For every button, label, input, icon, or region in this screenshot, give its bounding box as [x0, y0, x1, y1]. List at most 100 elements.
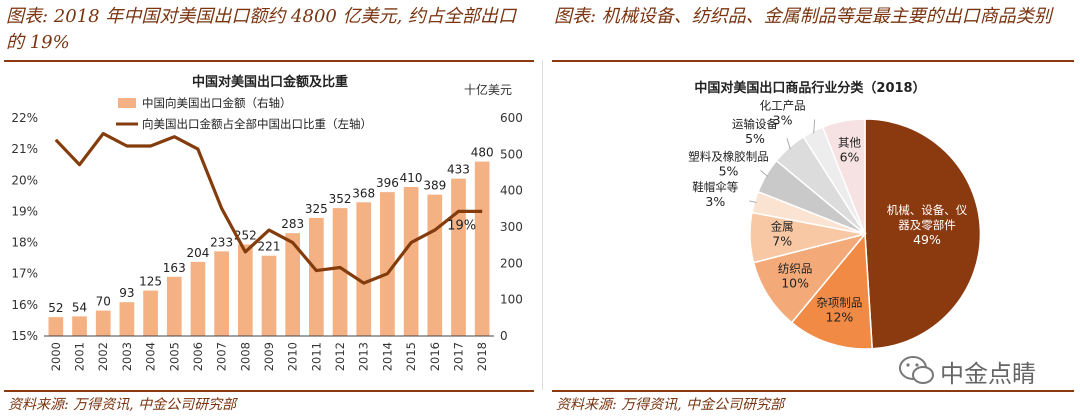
pie-leader-line: [760, 169, 768, 177]
legend-bar-label: 中国向美国出口金额（右轴）: [142, 96, 292, 110]
pie-slice-label: 塑料及橡胶制品: [688, 149, 769, 163]
x-tick-label: 2012: [333, 342, 347, 371]
bar-value-label: 480: [471, 146, 494, 160]
bar-value-label: 433: [447, 163, 470, 177]
bar-value-label: 221: [258, 240, 281, 254]
left-panel: 图表: 2018 年中国对美国出口额约 4800 亿美元, 约占全部出口的 19…: [4, 6, 534, 413]
pie-slice-value: 3%: [773, 113, 793, 128]
right-tick-label: 500: [500, 147, 523, 161]
bar-value-label: 125: [139, 275, 162, 289]
bar-value-label: 233: [210, 235, 233, 249]
pie-slice-value: 10%: [781, 275, 809, 290]
right-source: 资料来源: 万得资讯, 中金公司研究部: [556, 397, 785, 413]
x-tick-label: 2016: [428, 342, 442, 371]
bar-value-label: 70: [96, 295, 111, 309]
pie-slice-label: 金属: [771, 220, 794, 234]
pie-slice-value: 3%: [705, 194, 725, 209]
bar: [214, 251, 229, 336]
bar-value-label: 368: [352, 186, 375, 200]
pie-chart-title: 中国对美国出口商品行业分类（2018）: [694, 80, 925, 96]
left-tick-label: 19%: [11, 204, 38, 218]
x-tick-label: 2001: [73, 342, 87, 371]
share-end-label: 19%: [447, 218, 476, 233]
x-tick-label: 2009: [262, 342, 276, 371]
pie-slice-value: 5%: [745, 131, 765, 146]
bar: [143, 290, 158, 336]
right-panel: 图表: 机械设备、纺织品、金属制品等是最主要的出口商品类别 中国对美国出口商品行…: [548, 0, 1080, 416]
left-tick-label: 15%: [11, 329, 38, 343]
bar-value-label: 283: [281, 217, 304, 231]
right-figure-title: 图表: 机械设备、纺织品、金属制品等是最主要的出口商品类别: [554, 6, 1052, 27]
x-tick-label: 2017: [451, 342, 465, 371]
bar: [119, 302, 135, 336]
left-bottom-rule: [4, 390, 534, 392]
panel-separator: [542, 60, 543, 390]
right-axis-unit: 十亿美元: [464, 82, 512, 97]
right-tick-label: 200: [500, 256, 523, 270]
pie-slice-label: 机械、设备、仪: [887, 203, 968, 217]
bar-value-label: 352: [329, 192, 352, 206]
bar: [474, 161, 490, 336]
bar-value-label: 93: [119, 286, 134, 300]
watermark: 中金点睛: [898, 350, 1068, 390]
x-tick-label: 2006: [191, 342, 205, 371]
left-tick-label: 17%: [11, 267, 38, 281]
x-tick-label: 2005: [167, 342, 181, 371]
bar-value-label: 410: [400, 171, 423, 185]
pie-slice: [864, 118, 982, 350]
wechat-icon: [899, 356, 934, 384]
x-tick-label: 2000: [49, 342, 63, 371]
pie-leader-line: [813, 119, 815, 134]
x-tick-label: 2007: [215, 342, 229, 371]
right-tick-label: 300: [500, 220, 523, 234]
pie-slice-value: 49%: [913, 232, 941, 247]
x-tick-label: 2013: [357, 342, 371, 371]
bar-value-label: 389: [423, 179, 446, 193]
pie-slice-label: 杂项制品: [816, 296, 862, 310]
bar: [190, 261, 206, 336]
bar-line-legend: 中国向美国出口金额（右轴） 向美国出口金额占全部中国出口比重（左轴）: [116, 96, 372, 131]
pie-slice: [821, 118, 866, 235]
bar-value-label: 54: [72, 300, 87, 314]
right-top-rule: [552, 60, 1074, 62]
legend-line-label: 向美国出口金额占全部中国出口比重（左轴）: [142, 117, 372, 131]
bar-value-label: 163: [163, 261, 186, 275]
x-tick-label: 2003: [120, 342, 134, 371]
x-tick-label: 2011: [309, 342, 323, 371]
right-tick-label: 100: [500, 293, 523, 307]
bar-value-label: 396: [376, 176, 399, 190]
pie-slice-label: 器及零部件: [898, 218, 956, 232]
right-tick-label: 0: [500, 329, 508, 343]
x-tick-label: 2008: [238, 342, 252, 371]
bar: [261, 255, 277, 336]
bar-value-label: 325: [305, 202, 328, 216]
bar: [427, 194, 443, 336]
pie-chart: 中国对美国出口商品行业分类（2018） 机械、设备、仪器及零部件49%杂项制品1…: [688, 80, 982, 350]
pie-leader-line: [786, 138, 791, 150]
left-top-rule: [4, 60, 534, 62]
left-tick-label: 18%: [11, 236, 38, 250]
watermark-text: 中金点睛: [940, 360, 1036, 388]
x-tick-label: 2014: [380, 342, 394, 371]
bar: [166, 276, 182, 336]
right-tick-label: 600: [500, 111, 523, 125]
pie-leader-line: [749, 200, 757, 203]
x-tick-label: 2002: [96, 342, 110, 371]
pie-slice-value: 7%: [772, 234, 792, 249]
pie-slice-value: 12%: [826, 310, 854, 325]
pie-slice-value: 5%: [719, 163, 739, 178]
right-bottom-rule: [552, 390, 1074, 392]
bar-value-label: 52: [48, 301, 63, 315]
x-tick-label: 2010: [286, 342, 300, 371]
bar-line-chart-title: 中国对美国出口金额及比重: [192, 74, 348, 90]
share-line: [54, 132, 483, 285]
pie-slice: [790, 232, 873, 350]
left-tick-label: 16%: [11, 298, 38, 312]
x-tick-label: 2015: [404, 342, 418, 371]
bar: [332, 208, 348, 336]
bar: [95, 310, 111, 336]
pie-slice-value: 6%: [840, 150, 860, 165]
bar: [380, 192, 395, 336]
bar: [309, 217, 324, 336]
